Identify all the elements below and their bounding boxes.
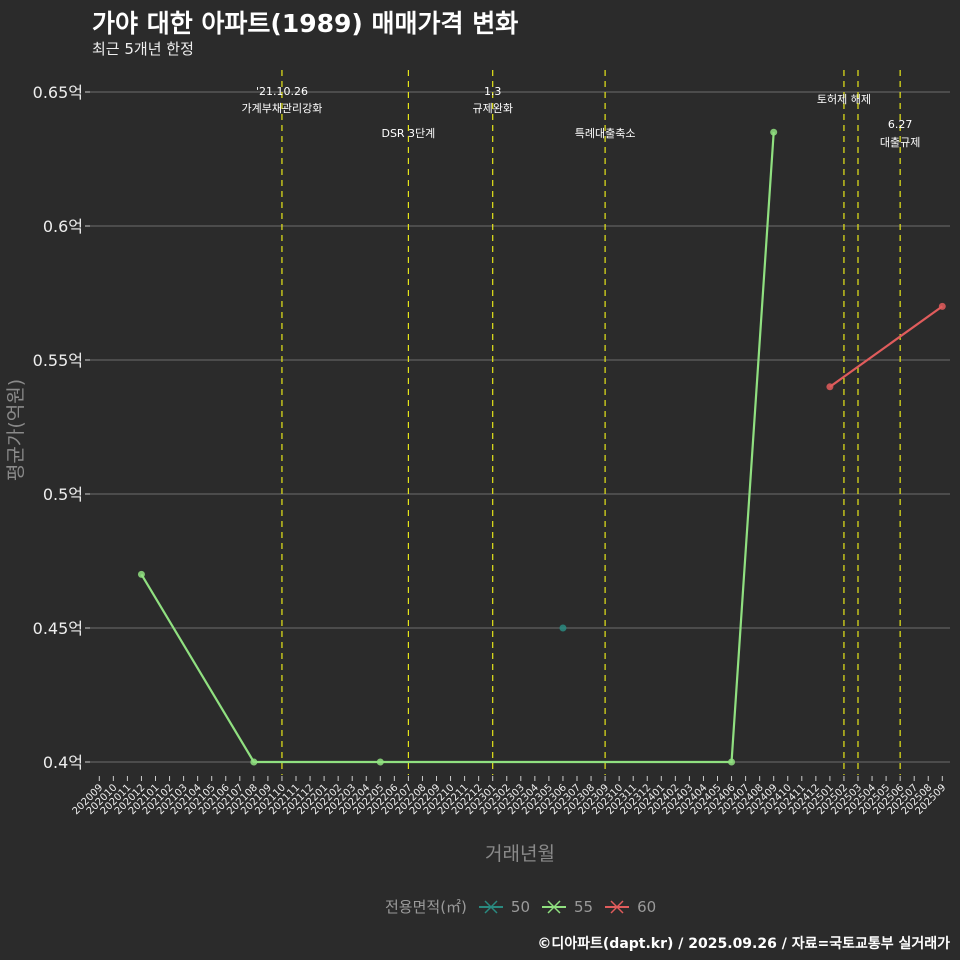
legend-item-50: 50 <box>478 897 530 916</box>
x-axis-title: 거래년월 <box>485 843 555 865</box>
legend-title: 전용면적(㎡) <box>385 898 467 916</box>
legend-label: 55 <box>574 897 594 916</box>
y-tick-label: 0.6억 <box>43 217 83 236</box>
event-label: DSR 3단계 <box>381 127 435 140</box>
event-label: 대출규제 <box>880 136 920 149</box>
event-label: 가계부채관리강화 <box>241 102 322 115</box>
data-point-50 <box>559 624 567 632</box>
legend: 전용면적(㎡) 50 55 60 <box>385 896 656 917</box>
legend-item-60: 60 <box>605 898 656 916</box>
event-label: 특례대출축소 <box>575 127 636 140</box>
data-point-55 <box>250 758 258 766</box>
legend-key-icon <box>478 899 503 914</box>
data-point-60 <box>938 302 946 310</box>
data-point-55 <box>770 128 778 136</box>
event-label: 토허제 해제 <box>817 92 871 106</box>
y-axis-title: 평균가(억원) <box>5 379 27 481</box>
data-point-55 <box>728 758 736 766</box>
y-tick-label: 0.5억 <box>43 485 83 504</box>
y-tick-label: 0.45억 <box>33 619 83 638</box>
chart-subtitle: 최근 5개년 한정 <box>92 40 194 58</box>
legend-label: 50 <box>510 897 530 916</box>
y-tick-label: 0.65억 <box>33 83 83 102</box>
event-label: '21.10.26 <box>256 85 308 98</box>
data-point-55 <box>137 570 145 578</box>
legend-key-icon <box>605 899 630 914</box>
y-tick-label: 0.55억 <box>33 351 83 370</box>
series-line-60 <box>829 305 943 388</box>
series-line-55 <box>140 132 775 764</box>
data-point-60 <box>826 383 834 391</box>
caption: ©디아파트(dapt.kr) / 2025.09.26 / 자료=국토교통부 실… <box>537 936 950 952</box>
event-label: 6.27 <box>888 118 913 131</box>
data-point-55 <box>376 758 384 766</box>
y-tick-label: 0.4억 <box>43 753 83 772</box>
event-label: 1.3 <box>484 85 502 98</box>
legend-key-icon <box>542 899 566 914</box>
legend-item-55: 55 <box>542 898 593 916</box>
event-label: 규제완화 <box>472 102 512 115</box>
chart-title: 가야 대한 아파트(1989) 매매가격 변화 <box>92 9 519 38</box>
legend-label: 60 <box>637 897 657 916</box>
